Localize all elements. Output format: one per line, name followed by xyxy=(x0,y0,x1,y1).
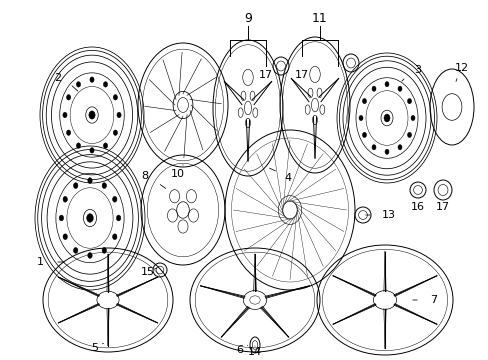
Ellipse shape xyxy=(112,197,117,202)
Ellipse shape xyxy=(88,253,92,258)
Text: 1: 1 xyxy=(37,257,43,267)
Ellipse shape xyxy=(407,99,411,104)
Ellipse shape xyxy=(63,234,67,240)
Text: 11: 11 xyxy=(311,12,327,24)
Ellipse shape xyxy=(397,145,401,150)
Ellipse shape xyxy=(66,130,71,135)
Ellipse shape xyxy=(63,197,67,202)
Ellipse shape xyxy=(90,148,94,153)
Text: 8: 8 xyxy=(141,171,148,181)
Text: 16: 16 xyxy=(410,202,424,212)
Ellipse shape xyxy=(362,99,366,104)
Text: 17: 17 xyxy=(259,70,272,80)
Text: 6: 6 xyxy=(236,345,243,355)
Ellipse shape xyxy=(113,130,117,135)
Ellipse shape xyxy=(116,215,121,221)
Ellipse shape xyxy=(76,143,81,148)
Text: 15: 15 xyxy=(141,267,155,277)
Text: 10: 10 xyxy=(171,169,184,179)
Ellipse shape xyxy=(407,132,411,138)
Text: 4: 4 xyxy=(284,173,291,183)
Ellipse shape xyxy=(103,143,107,148)
Ellipse shape xyxy=(103,82,107,87)
Text: 5: 5 xyxy=(91,343,98,353)
Text: 9: 9 xyxy=(244,12,251,24)
Ellipse shape xyxy=(117,112,121,118)
Ellipse shape xyxy=(102,183,106,188)
Text: 3: 3 xyxy=(414,65,421,75)
Ellipse shape xyxy=(76,82,81,87)
Ellipse shape xyxy=(88,178,92,184)
Text: 12: 12 xyxy=(454,63,468,73)
Ellipse shape xyxy=(113,95,117,100)
Ellipse shape xyxy=(66,95,71,100)
Ellipse shape xyxy=(73,248,78,253)
Ellipse shape xyxy=(59,215,63,221)
Text: 17: 17 xyxy=(435,202,449,212)
Ellipse shape xyxy=(63,112,67,118)
Text: 13: 13 xyxy=(381,210,395,220)
Ellipse shape xyxy=(397,86,401,91)
Ellipse shape xyxy=(90,77,94,82)
Text: 7: 7 xyxy=(429,295,436,305)
Ellipse shape xyxy=(73,183,78,188)
Ellipse shape xyxy=(371,86,375,91)
Ellipse shape xyxy=(102,248,106,253)
Ellipse shape xyxy=(86,214,93,222)
Ellipse shape xyxy=(112,234,117,240)
Text: 17: 17 xyxy=(294,70,308,80)
Ellipse shape xyxy=(384,82,388,87)
Ellipse shape xyxy=(410,116,414,121)
Ellipse shape xyxy=(384,149,388,154)
Ellipse shape xyxy=(371,145,375,150)
Ellipse shape xyxy=(362,132,366,138)
Ellipse shape xyxy=(358,116,362,121)
Text: 2: 2 xyxy=(54,73,61,83)
Ellipse shape xyxy=(383,114,389,122)
Text: 14: 14 xyxy=(247,347,262,357)
Ellipse shape xyxy=(89,111,95,119)
